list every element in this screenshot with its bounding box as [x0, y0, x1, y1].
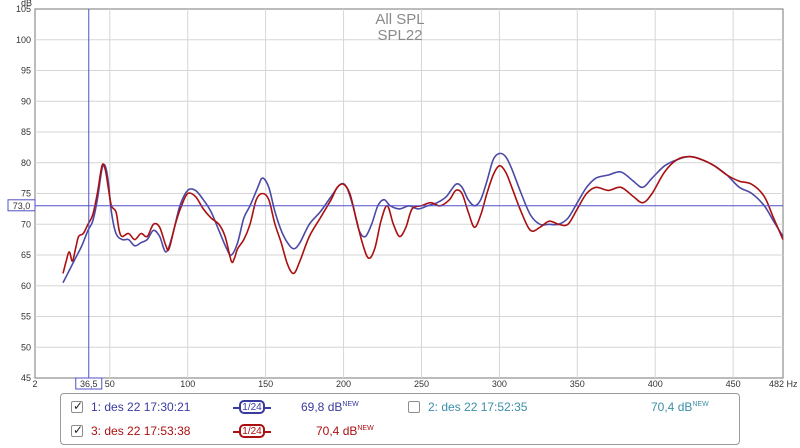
x-tick-label: 200: [336, 379, 351, 389]
y-tick-label: 90: [21, 96, 31, 106]
series-3-checkbox[interactable]: ✓: [71, 423, 84, 437]
x-tick-label: 350: [570, 379, 585, 389]
y-tick-labels: 45 50 55 60 65 70 75 80 85 90 95 100 105: [16, 4, 31, 383]
series-3-label[interactable]: 3: des 22 17:53:38: [91, 424, 191, 438]
series-2-new-badge: NEW: [692, 401, 709, 408]
y-tick-label: 60: [21, 281, 31, 291]
x-tick-label: 250: [414, 379, 429, 389]
series-3-smoothing-label: 1/24: [242, 426, 262, 437]
y-tick-label: 55: [21, 312, 31, 322]
x-tick-label: 2: [32, 379, 37, 389]
y-tick-label: 50: [21, 342, 31, 352]
series-1-label[interactable]: 1: des 22 17:30:21: [91, 400, 191, 414]
y-tick-label: 75: [21, 189, 31, 199]
series-lines: [62, 152, 784, 284]
y-tick-label: 45: [21, 373, 31, 383]
x-tick-label: 450: [726, 379, 741, 389]
x-tick-label: 100: [180, 379, 195, 389]
series-2-level: 70,4 dBNEW: [651, 400, 709, 414]
line-stub-right: [265, 407, 271, 409]
line-stub-left: [233, 431, 239, 433]
x-tick-label: 400: [648, 379, 663, 389]
series-1-smoothing-label: 1/24: [242, 402, 262, 413]
series-3-smoothing-button[interactable]: 1/24: [233, 424, 271, 438]
series-3-level-value: 70,4 dB: [316, 424, 358, 438]
cursor-y-readout: 73,0: [13, 201, 31, 211]
series-2-checkbox[interactable]: [408, 401, 420, 413]
y-tick-label: 65: [21, 250, 31, 260]
y-tick-label: 80: [21, 158, 31, 168]
legend-panel: ✓ 1: des 22 17:30:21 1/24 69,8 dBNEW 2: …: [60, 393, 740, 445]
checkmark-icon: ✓: [73, 399, 84, 413]
series-1-new-badge: NEW: [342, 401, 359, 408]
y-tick-label: 105: [16, 4, 31, 14]
y-tick-label: 70: [21, 219, 31, 229]
line-stub-left: [233, 407, 239, 409]
checkmark-icon: ✓: [73, 423, 84, 437]
x-tick-label: 300: [492, 379, 507, 389]
series-3-new-badge: NEW: [357, 425, 374, 432]
series-2-label[interactable]: 2: des 22 17:52:35: [428, 400, 528, 414]
chart-title: All SPL: [375, 11, 424, 28]
grid-lines: [35, 9, 783, 378]
cursor-x-readout-box: [75, 377, 103, 390]
y-tick-label: 85: [21, 127, 31, 137]
chart-subtitle: SPL22: [377, 27, 422, 44]
x-tick-labels: 2 50 100 150 200 250 300 350 400 450 482 Hz: [32, 379, 798, 389]
x-tick-label: 150: [258, 379, 273, 389]
series-3-level: 70,4 dBNEW: [316, 424, 374, 438]
y-tick-label: 95: [21, 66, 31, 76]
series-1-smoothing-button[interactable]: 1/24: [233, 400, 271, 414]
line-stub-right: [265, 431, 271, 433]
cursor-y-readout-box: [7, 199, 36, 212]
y-tick-label: 100: [16, 35, 31, 45]
y-axis-unit: dB: [21, 0, 32, 8]
series-2-level-value: 70,4 dB: [651, 400, 693, 414]
x-tick-label: 50: [105, 379, 115, 389]
series-line-2: [62, 155, 784, 275]
series-1-checkbox[interactable]: ✓: [71, 399, 84, 413]
x-tick-label: 482 Hz: [769, 379, 798, 389]
series-1-level-value: 69,8 dB: [301, 400, 343, 414]
cursor-x-readout: 36,5: [80, 379, 98, 389]
series-1-level: 69,8 dBNEW: [301, 400, 359, 414]
